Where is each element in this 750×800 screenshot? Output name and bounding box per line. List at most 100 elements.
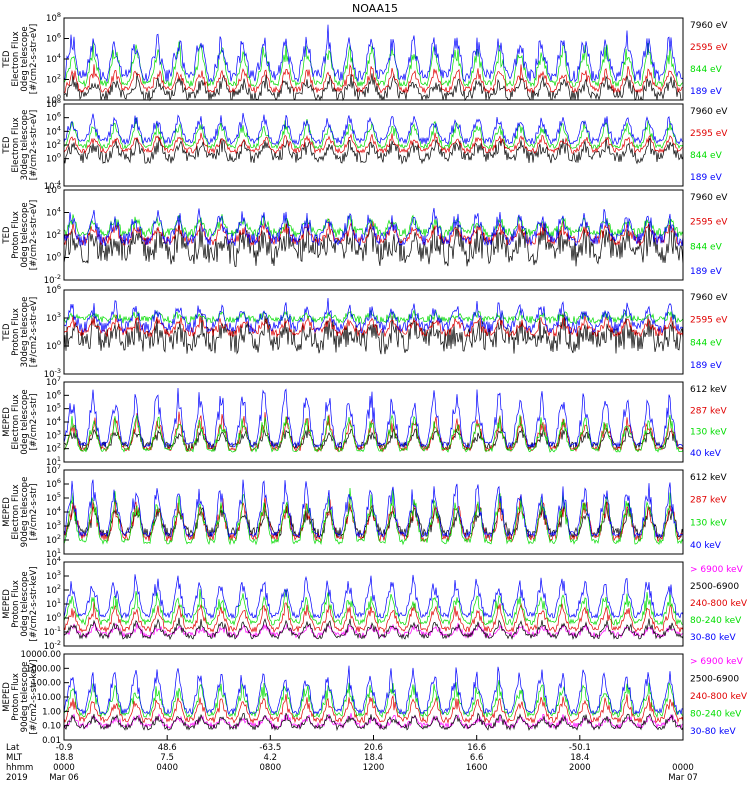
x-tick-label: -50.1 [569,743,591,753]
legend-red: 2595 eV [690,43,728,53]
x-tick-label: -63.5 [259,743,281,753]
series-trace-blue [63,574,684,620]
y-tick-exponent: 2 [57,228,61,236]
y-axis-label-line: TED [2,50,12,69]
y-tick-label: 102 [46,442,61,455]
y-axis-label-line: 0deg telescope [20,571,30,636]
panel-8: 0.01 0.10 1.00 10.00 100.00 1000.00 10000.00 ME… [2,650,748,746]
y-tick-exponent: -4 [55,179,61,187]
y-axis-label-line: Proton Flux [11,580,21,628]
y-tick-label: 104 [46,505,61,518]
x-tick-label: 20.6 [364,743,383,753]
legend-black: 7960 eV [690,107,728,117]
legend-black: 2500-6900 [690,675,739,685]
series-trace-green [63,679,684,719]
series-trace-red [63,601,684,633]
legend-blue: 189 eV [690,361,723,371]
series-trace-green [63,41,684,88]
legend-blue: 189 eV [690,267,723,277]
series-trace-black [63,712,684,732]
y-tick-exponent: 5 [57,491,61,499]
y-axis-label-line: 30deg telescope [20,110,30,181]
legend-black: 7960 eV [690,193,728,203]
y-tick-exponent: -1 [55,625,61,633]
x-tick-label: 18.8 [55,753,74,763]
x-tick-label: 7.5 [160,753,174,763]
series-trace-green [63,414,684,453]
legend-black: 612 keV [690,473,727,483]
series-trace-black [63,313,684,355]
y-tick-exponent: 8 [57,11,61,19]
series-trace-blue [63,207,684,247]
y-tick-exponent: 4 [57,124,61,132]
y-tick-label: 102 [46,533,61,546]
legend-black: 2500-6900 [690,582,739,592]
x-tick-label: 1200 [363,763,385,773]
y-tick-exponent: 2 [57,442,61,450]
y-tick-exponent: 4 [57,555,61,563]
y-tick-label: 102 [46,583,61,596]
y-axis-label-line: [#/cm2-s-str-keV] [29,567,39,642]
y-tick-exponent: 4 [57,206,61,214]
y-tick-exponent: 0 [57,611,61,619]
y-tick-label: 103 [46,569,61,582]
legend-red: 287 keV [690,496,727,506]
y-tick-exponent: 1 [57,455,61,463]
y-axis-label-line: 30deg telescope [20,297,30,368]
y-axis-label-line: Electron Flux [11,117,21,172]
y-axis-label-line: TED [2,136,12,155]
x-tick-label: 0800 [259,763,281,773]
y-axis-label-line: [#/cm2-s-str-keV] [29,660,39,735]
y-axis-label-line: 0deg telescope [20,26,30,91]
y-tick-label: 104 [46,415,61,428]
x-tick-label: Mar 06 [49,773,79,783]
y-axis-label-line: [#/cm2-s-str-eV] [29,200,39,270]
y-tick-exponent: 2 [57,583,61,591]
y-axis-label-line: TED [2,226,12,245]
y-tick-exponent: 3 [57,569,61,577]
legend-magenta: > 6900 keV [690,657,744,667]
y-tick-label: 100 [46,251,61,264]
y-tick-label: 103 [46,311,61,324]
y-axis-label-line: [#/cm2-s-str-eV] [29,24,39,94]
legend-red: 2595 eV [690,129,728,139]
y-tick-exponent: 0 [57,93,61,101]
y-tick-exponent: 7 [57,375,61,383]
y-tick-label: 104 [46,124,61,137]
y-axis-label-line: Electron Flux [11,484,21,539]
series-trace-blue [63,387,684,449]
y-tick-exponent: 2 [57,533,61,541]
y-tick-label: 0.01 [42,736,61,746]
y-axis-label-line: TED [2,323,12,342]
legend-red: 287 keV [690,406,727,416]
y-tick-label: 103 [46,428,61,441]
legend-black: 7960 eV [690,293,728,303]
y-axis-label-line: Electron Flux [11,31,21,86]
y-tick-exponent: 1 [57,597,61,605]
x-row-label: 2019 [6,773,28,783]
legend-green: 844 eV [690,242,723,252]
y-tick-label: 108 [46,11,61,24]
legend-green: 80-240 keV [690,616,742,626]
y-tick-exponent: 0 [57,251,61,259]
legend-blue: 189 eV [690,173,723,183]
y-tick-label: 1.00 [42,707,61,717]
x-tick-label: 1600 [466,763,488,773]
y-axis-label-line: 90deg telescope [20,477,30,548]
y-tick-label: 104 [46,52,61,65]
legend-green: 130 keV [690,518,727,528]
y-tick-label: 10000.00 [20,650,61,660]
y-tick-exponent: 2 [57,73,61,81]
y-tick-label: 102 [46,73,61,86]
legend-green: 130 keV [690,428,727,438]
legend-red: 240-800 keV [690,692,748,702]
y-tick-label: 106 [46,388,61,401]
legend-blue: 40 keV [690,541,722,551]
